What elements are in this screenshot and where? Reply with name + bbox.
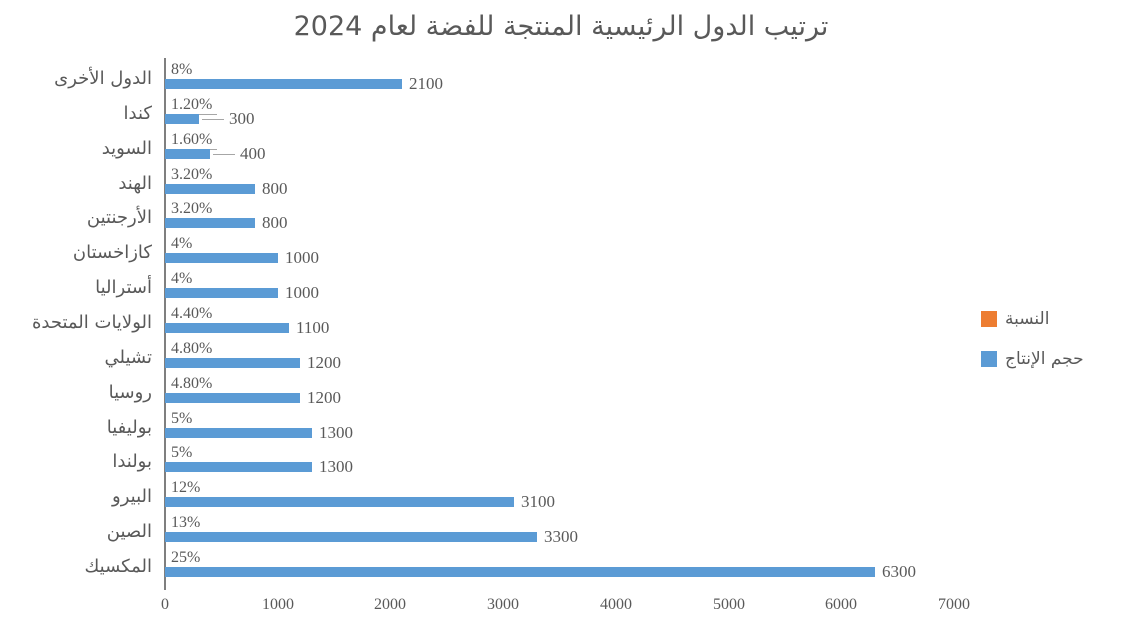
percent-data-label: 4.40% (165, 305, 218, 324)
x-axis-tick-label: 2000 (374, 596, 406, 613)
volume-bar (165, 462, 312, 473)
percent-data-label: 13% (165, 515, 206, 534)
category-label: أستراليا (95, 277, 152, 299)
percent-data-label: 12% (165, 480, 206, 499)
category-label: الأرجنتين (86, 207, 152, 229)
category-label: الصين (106, 521, 152, 543)
category-label: روسيا (108, 381, 152, 403)
volume-bar (165, 148, 211, 159)
percent-data-label: 1.20% (165, 96, 218, 115)
x-axis: 0 1000 2000 3000 4000 5000 6000 7000 (0, 596, 1122, 620)
category-label: كندا (123, 102, 152, 124)
volume-bar (165, 566, 875, 577)
volume-bar (165, 218, 256, 229)
volume-bar (165, 253, 278, 264)
volume-bar (165, 322, 289, 333)
x-axis-tick-label: 3000 (487, 596, 519, 613)
category-label: بولندا (112, 451, 152, 473)
x-axis-tick-label: 6000 (825, 596, 857, 613)
value-leader-line (201, 118, 224, 120)
percent-data-label: 3.20% (165, 201, 218, 220)
category-label: الدول الأخرى (54, 68, 152, 89)
category-label: البيرو (112, 486, 152, 508)
percent-data-label: 1.60% (165, 131, 218, 150)
value-data-label: 800 (262, 213, 288, 233)
volume-bar (165, 357, 301, 368)
value-data-label: 1300 (319, 422, 353, 442)
percent-data-label: 4% (165, 271, 198, 290)
volume-series-swatch-icon (981, 351, 997, 367)
legend-label-volume: حجم الإنتاج (1005, 349, 1084, 369)
value-data-label: 1300 (319, 457, 353, 477)
percent-data-label: 5% (165, 445, 198, 464)
percent-data-label: 8% (165, 62, 198, 80)
x-axis-tick-label: 7000 (938, 596, 970, 613)
value-leader-line (213, 153, 236, 155)
category-label: بوليفيا (106, 416, 152, 438)
value-data-label: 1200 (307, 387, 341, 407)
value-data-label: 1000 (285, 283, 319, 303)
x-axis-tick-label: 0 (161, 596, 169, 613)
value-data-label: 3100 (521, 492, 555, 512)
value-data-label: 1100 (296, 317, 330, 337)
legend-label-percent: النسبة (1005, 309, 1050, 329)
category-label: الهند (118, 172, 152, 194)
category-label: السويد (101, 137, 152, 159)
value-data-label: 3300 (544, 527, 578, 547)
x-axis-tick-label: 4000 (600, 596, 632, 613)
value-data-label: 800 (262, 178, 288, 198)
value-data-label: 6300 (882, 561, 916, 581)
legend-item-volume: حجم الإنتاج (981, 348, 1084, 370)
percent-series-swatch-icon (981, 311, 997, 327)
x-axis-tick-label: 5000 (713, 596, 745, 613)
category-label: المكسيك (84, 555, 153, 577)
volume-bar (165, 497, 515, 508)
chart-title: ترتيب الدول الرئيسية المنتجة للفضة لعام … (293, 11, 829, 42)
percent-data-label: 5% (165, 410, 198, 429)
percent-data-label: 4.80% (165, 375, 218, 394)
percent-data-label: 25% (165, 549, 206, 568)
category-label: تشيلي (104, 346, 152, 368)
category-label: الولايات المتحدة (31, 311, 152, 333)
value-data-label: 300 (229, 108, 255, 128)
volume-bar (165, 288, 278, 299)
volume-bar (165, 183, 256, 194)
volume-bar (165, 79, 402, 89)
value-data-label: 400 (240, 143, 266, 163)
value-data-label: 1200 (307, 352, 341, 372)
volume-bar (165, 532, 537, 543)
volume-bar (165, 113, 199, 124)
x-axis-tick-label: 1000 (262, 596, 294, 613)
legend: النسبة حجم الإنتاج (981, 308, 1084, 370)
value-data-label: 2100 (409, 74, 443, 93)
percent-data-label: 3.20% (165, 166, 218, 185)
volume-bar (165, 392, 301, 403)
category-label: كازاخستان (72, 242, 152, 264)
percent-data-label: 4% (165, 236, 198, 255)
value-data-label: 1000 (285, 248, 319, 268)
volume-bar (165, 427, 312, 438)
percent-data-label: 4.80% (165, 340, 218, 359)
legend-item-percent: النسبة (981, 308, 1084, 330)
